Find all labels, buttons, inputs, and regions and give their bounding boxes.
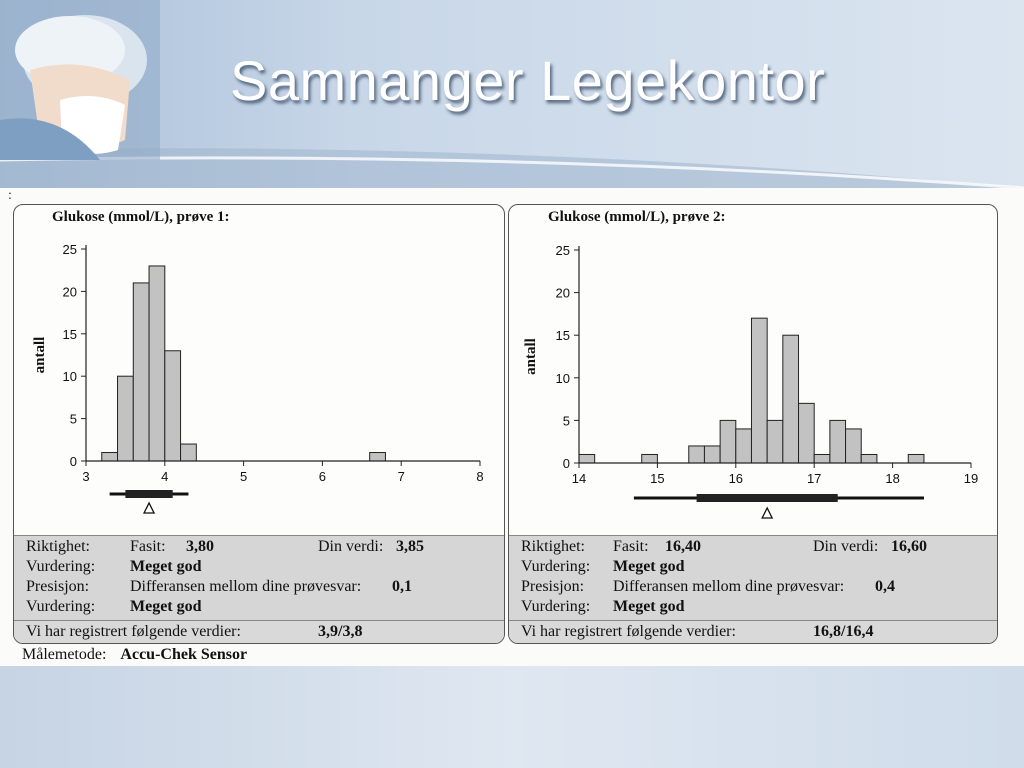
- din-verdi-label: Din verdi:: [318, 538, 384, 555]
- y-tick-label: 10: [556, 371, 570, 386]
- y-tick-label: 20: [556, 286, 570, 301]
- vurdering-label: Vurdering:: [521, 598, 591, 615]
- histogram-bar: [164, 350, 182, 462]
- differansen-value: 0,4: [875, 578, 895, 595]
- histogram-bar: [750, 317, 768, 464]
- histogram-sample-1: 0 5 10 15 20 25 3 4 5 6 7 8 antall: [32, 242, 484, 514]
- x-tick-label: 4: [161, 469, 168, 484]
- x-tick-label: 7: [398, 469, 405, 484]
- y-axis-label: antall: [32, 337, 48, 374]
- histogram-bar: [117, 375, 134, 462]
- registrert-label: Vi har registrert følgende verdier:: [521, 623, 736, 640]
- result-panel-sample-1: Glukose (mmol/L), prøve 1: 0 5 10 15 20 25 3 4 5…: [13, 204, 505, 644]
- din-verdi-value: 16,60: [891, 538, 927, 555]
- y-tick-label: 20: [63, 284, 77, 299]
- y-axis-label: antall: [523, 338, 539, 375]
- x-tick-label: 14: [572, 471, 586, 486]
- target-marker: [761, 506, 774, 519]
- result-panel-sample-2: Glukose (mmol/L), prøve 2: 0 5 10 15 20 25 14 1…: [508, 204, 998, 644]
- histogram-bar: [148, 265, 166, 462]
- registrert-label: Vi har registrert følgende verdier:: [26, 623, 241, 640]
- histogram-bar: [813, 453, 831, 464]
- histogram-bar: [829, 419, 847, 464]
- y-tick-label: 25: [63, 242, 77, 257]
- histogram-bar: [101, 452, 119, 462]
- x-tick-label: 18: [885, 471, 899, 486]
- histogram-bar: [641, 453, 658, 464]
- registrert-value: 16,8/16,4: [813, 623, 874, 640]
- y-tick-label: 0: [563, 456, 570, 471]
- histogram-bar: [703, 445, 721, 464]
- range-bar-thick: [125, 490, 173, 498]
- y-tick-label: 0: [70, 454, 77, 469]
- fasit-value: 3,80: [186, 538, 214, 555]
- histogram-bar: [766, 419, 784, 464]
- x-tick-label: 15: [650, 471, 664, 486]
- histogram-sample-2: 0 5 10 15 20 25 14 15 16 17 18 19 antall: [523, 243, 978, 519]
- histogram-bar: [735, 428, 752, 464]
- y-tick-label: 10: [63, 369, 77, 384]
- fasit-value: 16,40: [665, 538, 701, 555]
- differansen-label: Differansen mellom dine prøvesvar:: [130, 578, 362, 595]
- histogram-bar: [688, 445, 705, 464]
- range-bar-thick: [696, 494, 838, 502]
- fasit-label: Fasit:: [130, 538, 166, 555]
- x-tick-label: 5: [240, 469, 247, 484]
- y-tick-label: 5: [563, 413, 570, 428]
- vurdering-label: Vurdering:: [26, 558, 96, 575]
- slide-title: Samnanger Legekontor: [230, 49, 826, 112]
- vurdering-value: Meget god: [130, 598, 202, 615]
- info-table: Riktighet: Fasit: 16,40 Din verdi: 16,60…: [509, 535, 997, 643]
- chart-title: Glukose (mmol/L), prøve 2:: [548, 209, 726, 225]
- y-tick-label: 25: [556, 243, 570, 258]
- report-document: : Glukose (mmol/L), prøve 1: 0 5 10 15 20 25 3…: [0, 188, 1024, 666]
- histogram-bar: [798, 402, 815, 464]
- stray-mark: :: [8, 188, 12, 203]
- histogram-bar: [782, 334, 800, 464]
- vurdering-value: Meget god: [613, 558, 685, 575]
- histogram-bar: [907, 453, 925, 464]
- measurement-method: Målemetode: Accu-Chek Sensor: [22, 646, 247, 664]
- x-tick-label: 16: [729, 471, 743, 486]
- x-tick-label: 17: [807, 471, 821, 486]
- method-value: Accu-Chek Sensor: [120, 646, 248, 663]
- vurdering-value: Meget god: [613, 598, 685, 615]
- vurdering-label: Vurdering:: [521, 558, 591, 575]
- histogram-bar: [845, 428, 862, 464]
- din-verdi-label: Din verdi:: [813, 538, 879, 555]
- x-tick-label: 8: [476, 469, 483, 484]
- presisjon-label: Presisjon:: [26, 578, 90, 595]
- chart-title: Glukose (mmol/L), prøve 1:: [52, 209, 230, 225]
- y-tick-label: 5: [70, 412, 77, 427]
- histogram-bar: [369, 452, 386, 462]
- method-label: Målemetode:: [22, 646, 107, 663]
- riktighet-label: Riktighet:: [26, 538, 90, 555]
- x-tick-label: 6: [319, 469, 326, 484]
- histogram-bar: [180, 443, 197, 462]
- histogram-bar: [719, 419, 737, 464]
- x-tick-label: 19: [964, 471, 978, 486]
- riktighet-label: Riktighet:: [521, 538, 585, 555]
- info-table: Riktighet: Fasit: 3,80 Din verdi: 3,85 V…: [14, 535, 504, 643]
- y-tick-label: 15: [556, 328, 570, 343]
- differansen-label: Differansen mellom dine prøvesvar:: [613, 578, 845, 595]
- registrert-value: 3,9/3,8: [318, 623, 363, 640]
- vurdering-value: Meget god: [130, 558, 202, 575]
- histogram-bar: [132, 282, 150, 462]
- y-tick-label: 15: [63, 327, 77, 342]
- vurdering-label: Vurdering:: [26, 598, 96, 615]
- histogram-bar: [578, 453, 596, 464]
- x-tick-label: 3: [82, 469, 89, 484]
- differansen-value: 0,1: [392, 578, 412, 595]
- din-verdi-value: 3,85: [396, 538, 424, 555]
- target-marker: [142, 501, 156, 514]
- fasit-label: Fasit:: [613, 538, 649, 555]
- presisjon-label: Presisjon:: [521, 578, 585, 595]
- surgeon-picture: [0, 0, 160, 160]
- histogram-bar: [860, 453, 878, 464]
